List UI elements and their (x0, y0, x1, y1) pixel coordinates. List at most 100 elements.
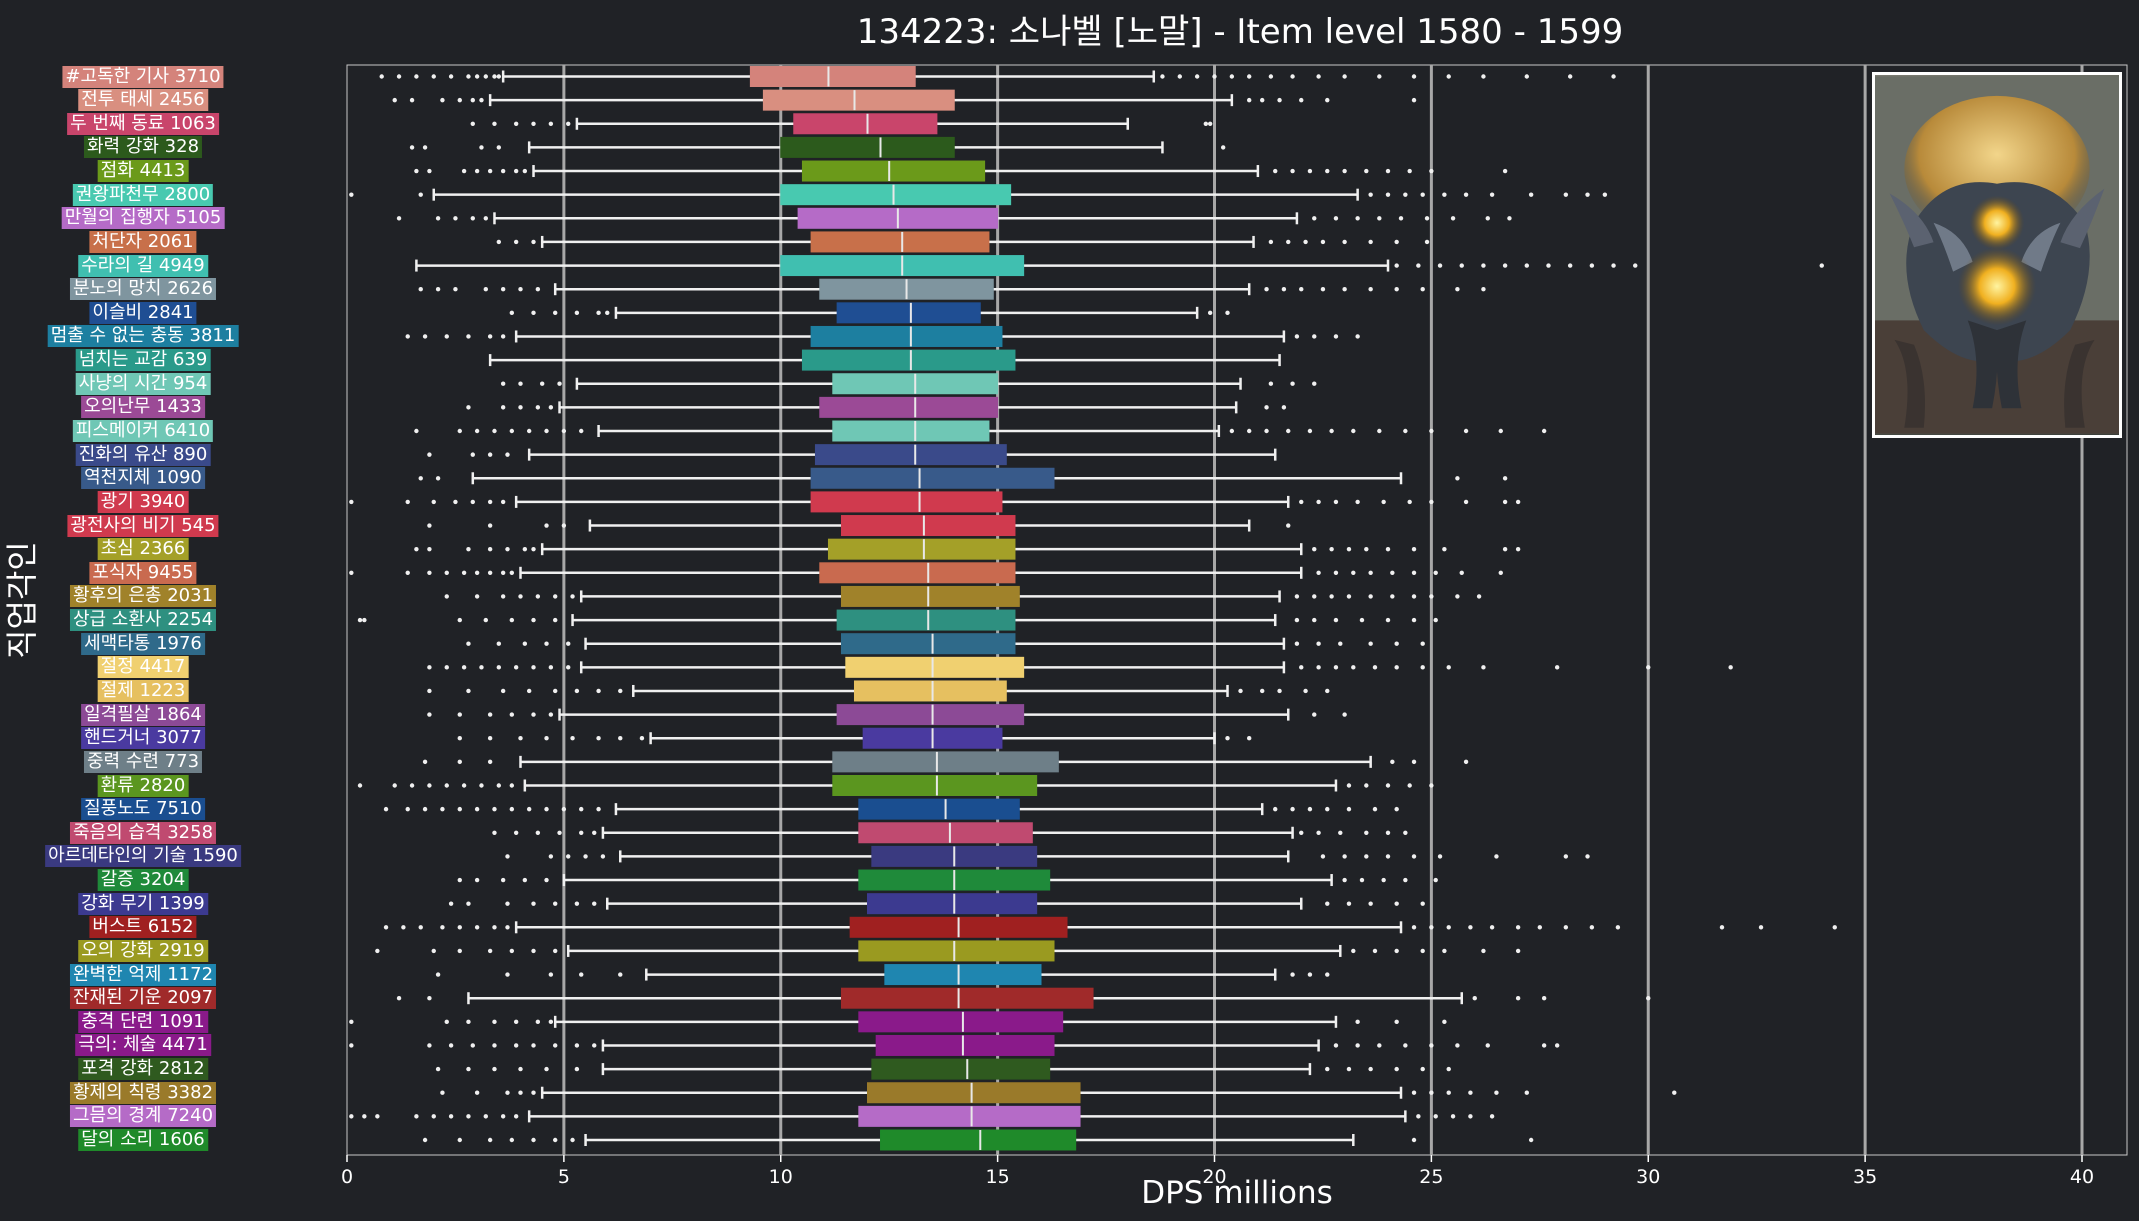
box-row (349, 1105, 1495, 1127)
x-tick-label: 5 (558, 1166, 570, 1188)
outlier-point (1372, 806, 1378, 812)
outlier-point (518, 736, 523, 741)
box-row (466, 396, 1287, 418)
outlier-point (1346, 783, 1352, 788)
outlier-point (1832, 925, 1837, 930)
outlier-point (474, 168, 480, 174)
category-label: 분노의 망치 2626 (69, 278, 217, 301)
outlier-point (1463, 428, 1469, 434)
outlier-point (1563, 925, 1569, 930)
category-label: 환류 2820 (97, 774, 189, 797)
outlier-point (479, 783, 484, 788)
outlier-point (1355, 499, 1360, 505)
outlier-point (1342, 74, 1347, 79)
outlier-point (1541, 1043, 1547, 1048)
x-tick-label: 20 (1202, 1166, 1226, 1188)
outlier-point (1368, 594, 1373, 599)
box (867, 1082, 1081, 1104)
outlier-point (592, 830, 597, 835)
outlier-point (1342, 877, 1347, 883)
outlier-point (461, 665, 467, 670)
outlier-point (392, 783, 397, 788)
outlier-point (513, 1114, 519, 1119)
outlier-point (1385, 783, 1391, 788)
outlier-point (1346, 806, 1352, 812)
category-label: 이슬비 2841 (89, 301, 197, 324)
outlier-point (470, 121, 475, 126)
outlier-point (526, 428, 532, 434)
outlier-point (1238, 688, 1243, 694)
outlier-point (531, 1137, 536, 1143)
box (836, 704, 1025, 726)
outlier-point (526, 688, 532, 694)
outlier-point (422, 1137, 428, 1143)
outlier-point (1489, 925, 1495, 930)
outlier-point (1286, 239, 1291, 245)
outlier-point (544, 877, 549, 883)
box (871, 1058, 1051, 1080)
outlier-point (1377, 74, 1382, 79)
outlier-point (1316, 665, 1321, 670)
outlier-point (422, 334, 428, 339)
outlier-point (1312, 594, 1317, 599)
outlier-point (414, 168, 419, 174)
outlier-point (1446, 1090, 1451, 1095)
outlier-point (1728, 665, 1733, 670)
outlier-point (505, 854, 510, 859)
outlier-point (1455, 594, 1460, 599)
outlier-point (1264, 287, 1269, 292)
category-label: 전투 태세 2456 (78, 89, 208, 112)
outlier-point (548, 1019, 554, 1025)
plot-frame (346, 64, 2128, 1156)
outlier-point (427, 783, 432, 788)
outlier-point (509, 310, 515, 316)
outlier-point (492, 121, 497, 126)
outlier-point (1364, 830, 1369, 835)
outlier-point (1281, 405, 1287, 410)
outlier-point (435, 972, 441, 977)
outlier-point (483, 287, 488, 292)
outlier-point (1420, 665, 1425, 670)
outlier-point (492, 428, 497, 434)
x-tick-label: 0 (341, 1166, 353, 1188)
outlier-point (1359, 877, 1365, 883)
outlier-point (470, 216, 475, 221)
outlier-point (500, 688, 506, 694)
outlier-point (1290, 972, 1295, 977)
outlier-point (1312, 546, 1317, 552)
outlier-point (618, 688, 623, 694)
outlier-point (1567, 74, 1573, 79)
box-row (444, 585, 1482, 607)
box (780, 184, 1012, 206)
outlier-point (1385, 546, 1391, 552)
outlier-point (1429, 1043, 1434, 1048)
outlier-point (1364, 546, 1369, 552)
outlier-point (1446, 74, 1451, 79)
outlier-point (1294, 594, 1300, 599)
outlier-point (409, 783, 415, 788)
outlier-point (1416, 1114, 1421, 1119)
outlier-point (1260, 688, 1265, 694)
outlier-point (513, 239, 519, 245)
box-row (427, 704, 1347, 726)
outlier-point (1290, 74, 1295, 79)
outlier-point (618, 972, 623, 977)
outlier-point (1294, 617, 1300, 623)
outlier-point (379, 74, 384, 79)
outlier-point (1446, 665, 1451, 670)
outlier-point (1312, 617, 1317, 623)
category-label: 점화 4413 (97, 160, 189, 183)
outlier-point (1537, 925, 1543, 930)
outlier-point (574, 1066, 580, 1072)
outlier-point (1481, 948, 1486, 954)
box-row (409, 136, 1226, 158)
outlier-point (496, 74, 502, 79)
box (880, 1129, 1077, 1151)
category-label: 처단자 2061 (89, 230, 197, 253)
outlier-point (466, 405, 471, 410)
box (858, 798, 1020, 820)
outlier-point (431, 499, 436, 505)
outlier-point (1420, 901, 1425, 906)
outlier-point (461, 783, 467, 788)
outlier-point (1377, 428, 1382, 434)
